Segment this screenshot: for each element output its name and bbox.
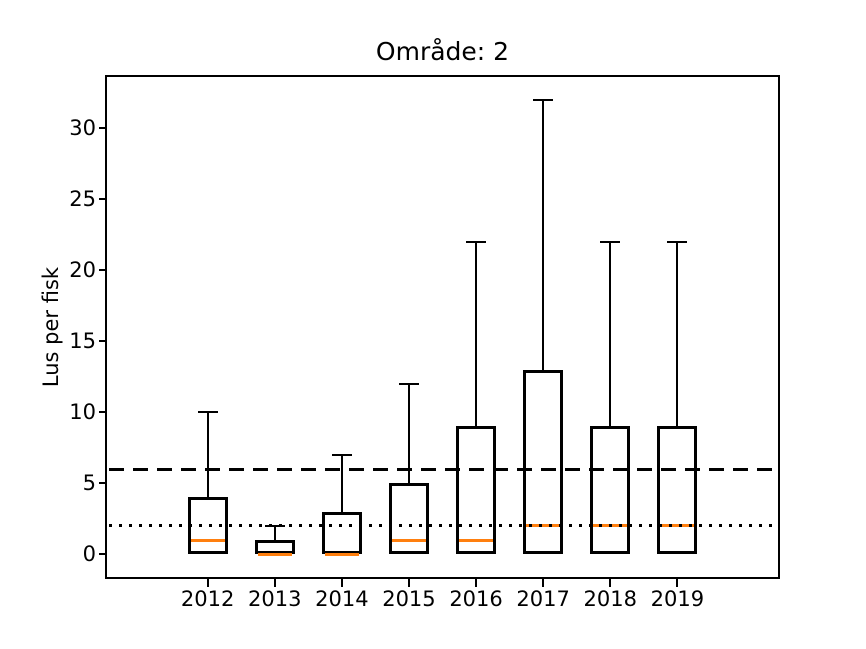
y-tick-label: 0	[82, 542, 96, 567]
x-tick-mark	[609, 579, 612, 587]
upper-whisker-cap	[398, 382, 419, 385]
x-tick-mark	[475, 579, 478, 587]
x-tick-label: 2016	[449, 587, 503, 611]
median-line-2012	[190, 538, 225, 542]
box-2015	[388, 483, 429, 555]
y-tick-label: 30	[69, 116, 96, 141]
y-tick-label: 20	[69, 258, 96, 283]
y-tick-mark	[99, 411, 107, 414]
x-tick-mark	[407, 579, 410, 587]
y-tick-label: 10	[69, 400, 96, 425]
x-tick-label: 2017	[516, 587, 570, 611]
x-tick-label: 2012	[180, 587, 235, 611]
upper-whisker-line	[340, 454, 343, 512]
x-tick-label: 2014	[315, 587, 369, 611]
upper-whisker-cap	[533, 98, 554, 101]
x-tick-mark	[340, 579, 343, 587]
box-2018	[590, 426, 631, 555]
plot-area	[105, 75, 780, 579]
x-tick-mark	[542, 579, 545, 587]
dashed-reference-line	[109, 467, 776, 471]
x-tick-label: 2015	[382, 587, 436, 611]
x-tick-label: 2018	[583, 587, 637, 611]
box-2016	[456, 426, 497, 555]
y-tick-mark	[99, 127, 107, 130]
box-2017	[523, 369, 564, 555]
upper-whisker-line	[676, 241, 679, 427]
upper-whisker-cap	[466, 240, 487, 243]
upper-whisker-line	[609, 241, 612, 427]
upper-whisker-line	[206, 412, 209, 498]
median-line-2013	[257, 552, 292, 556]
y-tick-label: 25	[69, 187, 96, 212]
x-tick-mark	[206, 579, 209, 587]
y-tick-label: 15	[69, 329, 96, 354]
y-tick-mark	[99, 553, 107, 556]
box-2013	[254, 540, 295, 555]
x-tick-label: 2013	[248, 587, 302, 611]
chart-title: Område: 2	[375, 37, 510, 66]
upper-whisker-line	[542, 99, 545, 370]
dotted-reference-line	[109, 524, 776, 528]
median-line-2016	[459, 538, 494, 542]
y-tick-mark	[99, 198, 107, 201]
upper-whisker-line	[475, 241, 478, 427]
median-line-2014	[324, 552, 359, 556]
upper-whisker-line	[273, 525, 276, 541]
y-tick-mark	[99, 482, 107, 485]
y-axis-label: Lus per fisk	[39, 266, 63, 388]
y-tick-label: 5	[82, 471, 96, 496]
upper-whisker-cap	[331, 453, 352, 456]
box-2014	[321, 511, 362, 555]
y-tick-mark	[99, 340, 107, 343]
box-2019	[657, 426, 698, 555]
y-tick-mark	[99, 269, 107, 272]
x-tick-label: 2019	[650, 587, 705, 611]
x-tick-mark	[676, 579, 679, 587]
upper-whisker-cap	[667, 240, 688, 243]
upper-whisker-cap	[600, 240, 621, 243]
upper-whisker-cap	[197, 411, 218, 414]
x-tick-mark	[273, 579, 276, 587]
upper-whisker-line	[407, 383, 410, 484]
median-line-2015	[391, 538, 426, 542]
